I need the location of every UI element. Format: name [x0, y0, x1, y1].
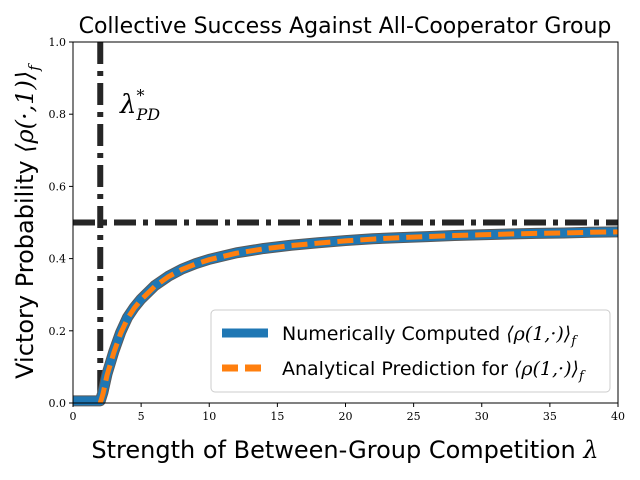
x-tick-label: 20 [339, 410, 353, 423]
x-tick-label: 30 [475, 410, 489, 423]
y-tick-label: 0.6 [49, 180, 67, 193]
y-tick-label: 0.4 [49, 253, 67, 266]
legend-entry-numerical: Numerically Computed ⟨ρ(1,·)⟩f [282, 323, 578, 349]
legend: Numerically Computed ⟨ρ(1,·)⟩f Analytica… [210, 309, 611, 393]
series-layer [73, 226, 619, 407]
x-tick-label: 25 [407, 410, 421, 423]
series-analytical-line [97, 229, 619, 404]
y-tick-label: 1.0 [49, 36, 67, 49]
y-tick-label: 0.8 [49, 108, 67, 121]
legend-box [210, 309, 611, 393]
y-axis-label: Victory Probability ⟨ρ(·,1)⟩f [11, 63, 43, 379]
x-tick-label: 10 [202, 410, 216, 423]
threshold-label: λ* PD [119, 86, 160, 124]
x-tick-label: 5 [138, 410, 145, 423]
legend-entry-analytical: Analytical Prediction for ⟨ρ(1,·)⟩f [282, 358, 586, 384]
x-axis-label-symbol: λ [582, 436, 598, 464]
y-axis-label-subscript: f [25, 63, 43, 72]
x-tick-label: 0 [70, 410, 77, 423]
axis-ticks: 0 5 10 15 20 25 30 35 40 0.0 0.2 0.4 0.6 0.8 1.0 [49, 36, 626, 423]
x-axis-label-text: Strength of Between-Group Competition [91, 436, 583, 464]
y-tick-label: 0.2 [49, 325, 67, 338]
reference-lines [73, 42, 618, 403]
x-tick-label: 15 [270, 410, 284, 423]
chart-title: Collective Success Against All-Cooperato… [79, 14, 612, 39]
y-tick-label: 0.0 [49, 397, 67, 410]
x-tick-label: 40 [611, 410, 625, 423]
x-axis-label: Strength of Between-Group Competition λ [91, 436, 598, 464]
y-axis-label-text: Victory Probability [11, 153, 39, 379]
x-tick-label: 35 [543, 410, 557, 423]
y-axis-label-symbol: ⟨ρ(·,1)⟩ [11, 71, 39, 153]
